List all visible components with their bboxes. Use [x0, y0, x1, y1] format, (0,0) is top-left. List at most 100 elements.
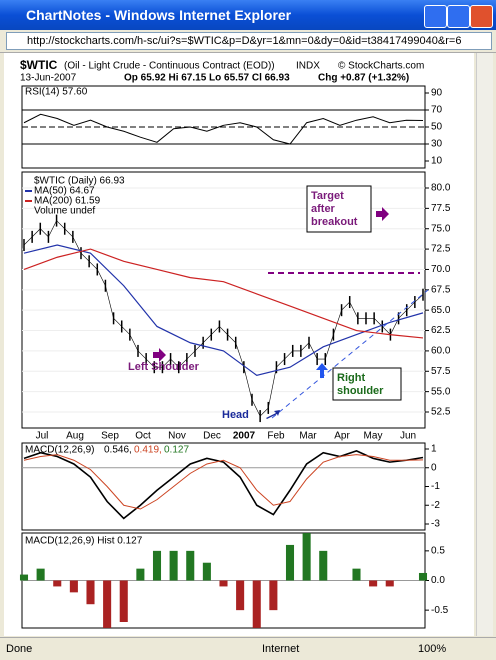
annotation: Right shoulder — [337, 372, 384, 397]
rsi-legend: RSI(14) 57.60 — [25, 87, 88, 98]
exchange: INDX — [296, 61, 320, 72]
moving-average — [23, 248, 424, 339]
y-tick-label: 80.0 — [431, 183, 451, 194]
hist-legend: MACD(12,26,9) Hist 0.127 — [25, 536, 143, 547]
change: Chg +0.87 (+1.32%) — [318, 73, 409, 84]
hist-bar — [202, 562, 211, 581]
y-tick-label: 50 — [431, 122, 443, 133]
y-tick-label: 77.5 — [431, 203, 451, 214]
price-legend: $WTIC (Daily) 66.93 — [34, 176, 125, 187]
maximize[interactable] — [447, 5, 470, 28]
y-tick-label: -1 — [431, 481, 440, 492]
status-bar: Done Internet 100% — [0, 637, 496, 660]
x-tick-label: Sep — [101, 431, 119, 442]
credit: © StockCharts.com — [338, 61, 424, 72]
legend-entry: MA(50) 64.67 — [34, 186, 95, 197]
window-title: ChartNotes - Windows Internet Explorer — [26, 7, 292, 23]
symbol: $WTIC — [20, 58, 58, 72]
annotation: Left Shoulder — [128, 361, 200, 373]
url-field[interactable]: http://stockcharts.com/h-sc/ui?s=$WTIC&p… — [6, 32, 492, 50]
minimize[interactable] — [424, 5, 447, 28]
neckline — [271, 289, 429, 419]
hist-bar — [86, 580, 95, 605]
hist-bar — [169, 550, 178, 581]
hist-bar — [236, 580, 245, 611]
arrow — [376, 207, 389, 221]
hist-bar — [53, 580, 62, 587]
title-bar: ChartNotes - Windows Internet Explorer — [0, 0, 496, 30]
scrollbar[interactable] — [476, 53, 493, 636]
url: http://stockcharts.com/h-sc/ui?s=$WTIC&p… — [27, 35, 462, 47]
hist-bar — [152, 550, 162, 581]
annotation-box — [332, 367, 402, 401]
hist-bar — [285, 544, 295, 581]
zoom: 100% — [418, 643, 447, 655]
panel-frame — [21, 442, 426, 531]
y-tick-label: -2 — [431, 500, 440, 511]
hist-bar — [36, 568, 45, 581]
volume-legend: Volume undef — [34, 206, 95, 217]
x-tick-label: Oct — [135, 431, 151, 442]
hist-bar — [186, 550, 195, 581]
close[interactable] — [470, 5, 493, 28]
y-tick-label: 62.5 — [431, 325, 451, 336]
x-tick-label: Aug — [66, 431, 84, 442]
y-tick-label: 75.0 — [431, 223, 451, 234]
moving-average — [23, 244, 424, 376]
x-tick-label: Feb — [267, 431, 285, 442]
panel-frame — [21, 171, 426, 429]
signal-value: 0.419, — [134, 445, 162, 456]
x-tick-label: Dec — [203, 431, 221, 442]
y-tick-label: 10 — [431, 156, 443, 167]
arrow — [316, 363, 328, 378]
status-text: Done — [6, 643, 33, 655]
annotation-box — [306, 185, 372, 233]
hist-value: 0.127 — [164, 445, 189, 456]
hist-bar — [119, 580, 128, 622]
hist-bar — [302, 533, 311, 581]
hist-bar — [252, 580, 261, 628]
y-tick-label: 30 — [431, 139, 443, 150]
date: 13-Jun-2007 — [20, 73, 77, 84]
x-tick-label: Jun — [400, 431, 416, 442]
hist-bar — [319, 550, 328, 581]
y-tick-label: 0 — [431, 462, 437, 473]
y-tick-label: 70 — [431, 105, 443, 116]
macd-line — [23, 454, 424, 510]
hist-bar — [269, 580, 278, 611]
y-tick-label: -0.5 — [431, 605, 449, 616]
x-tick-label: 2007 — [233, 431, 256, 442]
y-tick-label: 1 — [431, 444, 437, 455]
macd-line — [23, 450, 424, 520]
address-bar: http://stockcharts.com/h-sc/ui?s=$WTIC&p… — [0, 30, 496, 53]
annotation: Target after breakout — [311, 190, 358, 228]
price-line — [23, 220, 424, 417]
hist-bar — [219, 580, 228, 587]
rsi-line — [23, 113, 424, 145]
hist-bar — [369, 580, 378, 587]
y-tick-label: 72.5 — [431, 244, 451, 255]
y-tick-label: 60.0 — [431, 346, 451, 357]
hist-bar — [103, 580, 112, 628]
legend-entry: MA(200) 61.59 — [34, 196, 101, 207]
y-tick-label: 70.0 — [431, 264, 451, 275]
annotation: Head — [222, 409, 249, 421]
y-tick-label: 55.0 — [431, 386, 451, 397]
x-tick-label: Jul — [36, 431, 49, 442]
x-tick-label: Mar — [299, 431, 317, 442]
y-tick-label: 0.0 — [431, 575, 445, 586]
hist-bar — [136, 568, 145, 581]
page: $WTIC (Oil - Light Crude - Continuous Con… — [4, 53, 474, 636]
chart: $WTIC (Oil - Light Crude - Continuous Con… — [19, 58, 451, 629]
arrow — [153, 348, 166, 362]
y-tick-label: 90 — [431, 88, 443, 99]
macd-label: MACD(12,26,9) — [25, 445, 94, 456]
y-tick-label: 52.5 — [431, 407, 451, 418]
hist-bar — [69, 580, 78, 593]
symbol-name: (Oil - Light Crude - Continuous Contract… — [64, 61, 275, 72]
quote: Op 65.92 Hi 67.15 Lo 65.57 Cl 66.93 — [124, 73, 290, 84]
macd-value: 0.546, — [104, 445, 132, 456]
x-tick-label: Nov — [168, 431, 186, 442]
y-tick-label: 57.5 — [431, 366, 451, 377]
